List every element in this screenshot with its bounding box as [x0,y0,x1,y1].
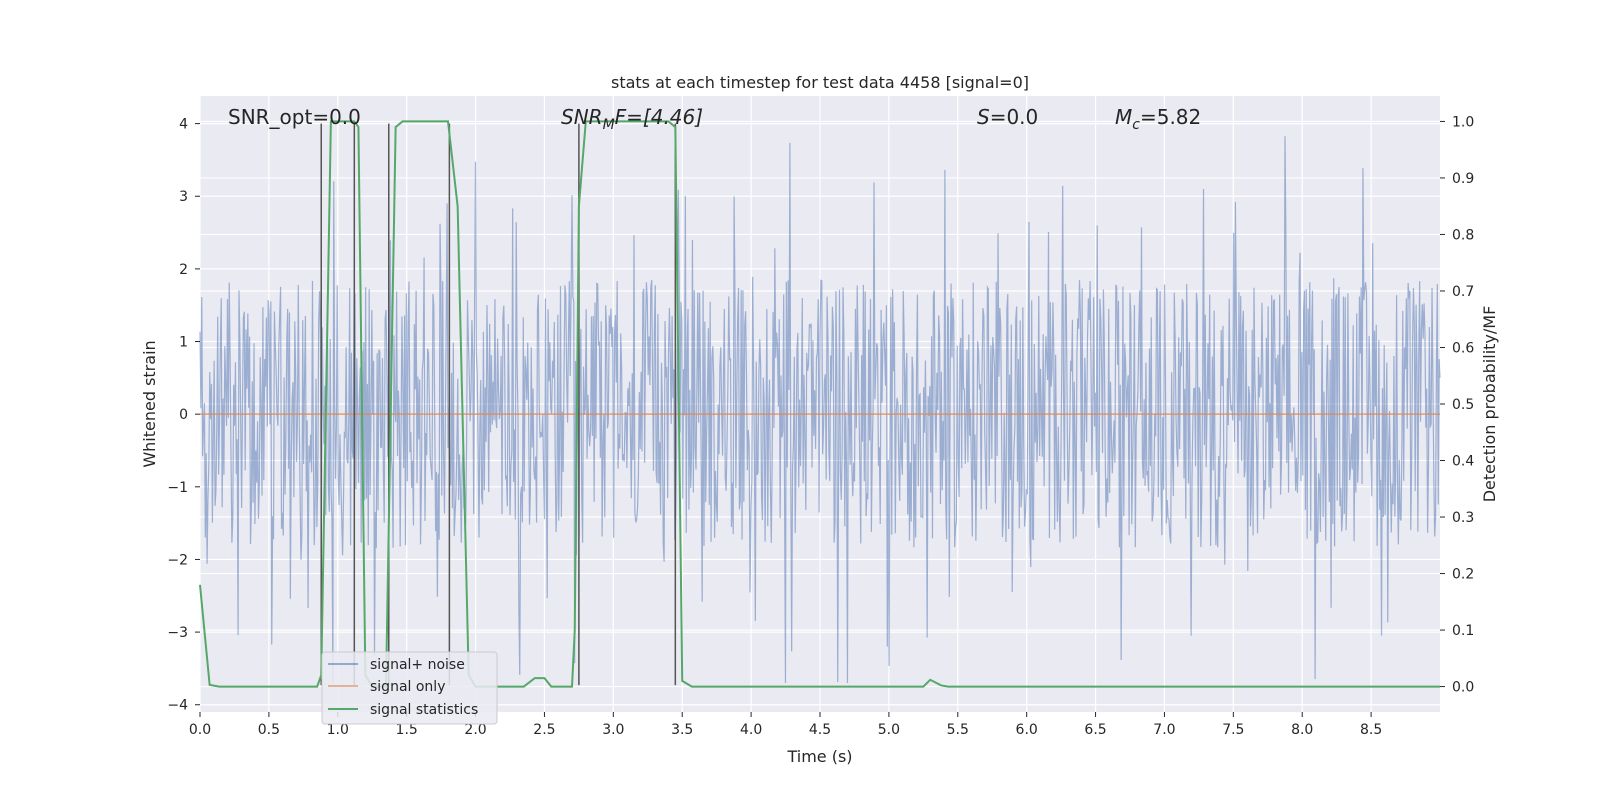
y-right-tick-label: 0.1 [1452,623,1474,639]
y-left-tick-label: −2 [167,552,188,568]
y-left-tick-label: 4 [179,117,188,133]
y-right-tick-label: 0.8 [1452,227,1474,243]
x-tick-label: 7.5 [1222,722,1244,738]
annotation-snr-mf-rest: F=[4.46] [615,105,703,129]
annotation-snr-mf-main: SNR [561,105,603,129]
x-tick-label: 2.5 [533,722,555,738]
legend: signal+ noise signal only signal statist… [321,651,498,725]
x-tick-label: 7.0 [1153,722,1175,738]
legend-label-signal-only: signal only [370,679,445,695]
y-left-tick-label: −4 [167,698,188,714]
annotation-mc-var: M [1115,105,1132,129]
x-tick-label: 1.5 [396,722,418,738]
series-signal-plus-noise [199,136,1441,683]
legend-label-signal-plus-noise: signal+ noise [370,657,465,673]
x-tick-label: 2.0 [464,722,486,738]
annotation-s-rest: =0.0 [990,105,1039,129]
x-tick-label: 8.5 [1360,722,1382,738]
x-tick-label: 6.5 [1084,722,1106,738]
y-axis-right-ticks: 1.0 0.9 0.8 0.7 0.6 0.5 0.4 0.3 0.2 0.1 0.0 [1440,114,1474,696]
y-axis-left-ticks: 4 3 2 1 0 −1 −2 −3 −4 [167,117,200,714]
event-markers [320,123,677,686]
x-tick-label: 4.0 [740,722,762,738]
y-left-tick-label: −3 [167,625,188,641]
annotation-s: S=0.0 [977,105,1038,129]
legend-label-signal-statistics: signal statistics [370,702,478,718]
annotation-snr-mf: SNRMF=[4.46] [561,105,703,133]
x-tick-label: 6.0 [1016,722,1038,738]
y-axis-right-label: Detection probability/MF [1480,306,1499,503]
y-left-tick-label: 2 [179,262,188,278]
x-tick-label: 5.0 [878,722,900,738]
x-axis-label: Time (s) [786,747,852,766]
y-right-tick-label: 0.5 [1452,397,1474,413]
x-tick-label: 5.5 [947,722,969,738]
annotation-s-var: S [977,105,990,129]
signal-statistics-line [199,120,1440,688]
y-right-tick-label: 0.0 [1452,680,1474,696]
y-left-tick-label: 3 [179,189,188,205]
y-right-tick-label: 0.7 [1452,284,1474,300]
x-tick-label: 1.0 [327,722,349,738]
y-right-tick-label: 0.9 [1452,171,1474,187]
y-right-tick-label: 1.0 [1452,114,1474,130]
x-axis-ticks: 0.0 0.5 1.0 1.5 2.0 2.5 3.0 3.5 4.0 4.5 5.0 5.5 6.0 6… [189,712,1382,738]
annotation-snr-mf-sub: M [603,117,615,133]
y-left-tick-label: −1 [167,480,188,496]
annotation-mc-rest: =5.82 [1140,105,1201,129]
annotation-mc-sub: c [1132,117,1140,133]
x-tick-label: 3.5 [671,722,693,738]
legend-box [321,651,498,725]
x-tick-label: 3.0 [602,722,624,738]
y-right-tick-label: 0.4 [1452,454,1474,470]
y-right-tick-label: 0.2 [1452,567,1474,583]
y-right-tick-label: 0.6 [1452,340,1474,356]
x-tick-label: 8.0 [1291,722,1313,738]
y-right-tick-label: 0.3 [1452,510,1474,526]
x-tick-label: 4.5 [809,722,831,738]
annotation-snr-opt: SNR_opt=0.0 [228,105,361,129]
y-left-tick-label: 1 [179,335,188,351]
x-tick-label: 0.0 [189,722,211,738]
y-axis-left-label: Whitened strain [140,340,159,467]
series-signal-statistics [199,120,1440,688]
noise-trace [199,136,1441,683]
x-tick-label: 0.5 [258,722,280,738]
chart-title: stats at each timestep for test data 445… [611,73,1029,92]
annotation-mc: Mc=5.82 [1115,105,1201,133]
y-left-tick-label: 0 [179,407,188,423]
